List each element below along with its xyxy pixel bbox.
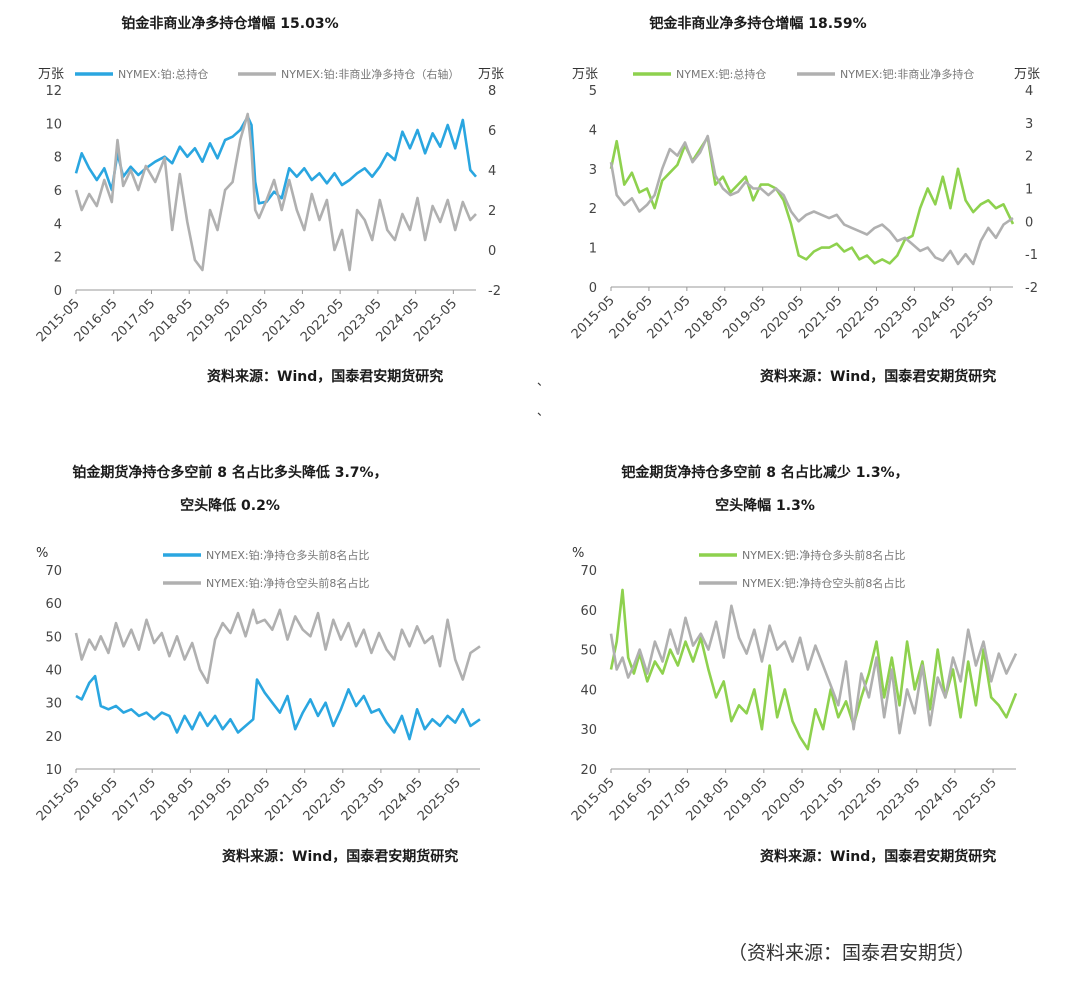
y-right-tick-label: 2 [1025,150,1033,165]
y-tick-label: 4 [589,123,597,138]
series-line-1 [75,674,481,741]
y-tick-label: 60 [580,604,597,619]
y-tick-label: 10 [45,117,62,132]
chart-subtitle: 空头降低 0.2% [180,498,280,514]
y-tick-label: 50 [45,630,62,645]
separator-mark: 、 [537,404,550,418]
y-tick-label: 20 [580,763,597,778]
legend-label: NYMEX:铂:净持仓多头前8名占比 [206,548,369,562]
legend-label: NYMEX:铂:非商业净多持仓（右轴） [281,67,459,81]
y-tick-label: 70 [580,564,597,579]
y-right-tick-label: 3 [1025,117,1033,132]
y-unit-label: 万张 [38,67,64,82]
y-right-tick-label: 0 [488,244,496,259]
y-right-tick-label: 1 [1025,183,1033,198]
series-line-2 [74,608,481,685]
y-right-tick-label: 2 [488,204,496,219]
y-right-tick-label: -2 [488,284,501,299]
y-right-tick-label: 0 [1025,215,1033,230]
chart-title: 钯金非商业净多持仓增幅 18.59% [649,16,867,32]
legend-label: NYMEX:铂:净持仓空头前8名占比 [206,576,369,590]
series-line-1 [74,115,477,205]
y-unit-label: % [572,546,584,561]
y-unit-label: % [36,546,48,561]
legend-label: NYMEX:钯:总持仓 [676,67,766,81]
y-tick-label: 30 [45,697,62,712]
y-tick-label: 0 [589,281,597,296]
separator-mark: 、 [537,374,550,388]
y-tick-label: 8 [54,151,62,166]
y-tick-label: 60 [45,597,62,612]
y-right-tick-label: -2 [1025,281,1038,296]
y-tick-label: 50 [580,644,597,659]
series-line-1 [609,588,1018,751]
y-right-tick-label: 4 [1025,84,1033,99]
series-line-1 [609,136,1015,265]
chart-title: 钯金期货净持仓多空前 8 名占比减少 1.3%， [621,465,909,481]
chart-source: 资料来源：Wind，国泰君安期货研究 [222,849,459,865]
y-tick-label: 40 [580,683,597,698]
series-line-2 [74,112,477,272]
y-tick-label: 2 [54,251,62,266]
chart-title: 铂金期货净持仓多空前 8 名占比多头降低 3.7%， [72,465,388,481]
y-right-tick-label: -1 [1025,248,1038,263]
y-tick-label: 30 [580,723,597,738]
y-right-unit-label: 万张 [1014,67,1040,82]
y-tick-label: 1 [589,242,597,257]
y-right-unit-label: 万张 [478,67,504,82]
chart-subtitle: 空头降幅 1.3% [715,498,815,514]
y-right-tick-label: 6 [488,124,496,139]
y-unit-label: 万张 [572,67,598,82]
y-tick-label: 3 [589,163,597,178]
chart-source: 资料来源：Wind，国泰君安期货研究 [207,369,444,385]
footer-source-note: （资料来源：国泰君安期货） [727,942,975,964]
series-line-2 [609,604,1018,735]
series-line-2 [609,134,1014,266]
legend-label: NYMEX:钯:非商业净多持仓 [840,67,974,81]
legend-label: NYMEX:铂:总持仓 [118,67,208,81]
y-right-tick-label: 4 [488,164,496,179]
y-right-tick-label: 8 [488,84,496,99]
y-tick-label: 5 [589,84,597,99]
legend-label: NYMEX:钯:净持仓空头前8名占比 [742,576,905,590]
chart-title: 铂金非商业净多持仓增幅 15.03% [121,16,339,32]
y-tick-label: 70 [45,564,62,579]
chart-source: 资料来源：Wind，国泰君安期货研究 [760,369,997,385]
y-tick-label: 0 [54,284,62,299]
chart-source: 资料来源：Wind，国泰君安期货研究 [760,849,997,865]
y-tick-label: 10 [45,763,62,778]
y-tick-label: 6 [54,184,62,199]
y-tick-label: 4 [54,217,62,232]
y-tick-label: 12 [45,84,62,99]
y-tick-label: 20 [45,730,62,745]
legend-label: NYMEX:钯:净持仓多头前8名占比 [742,548,905,562]
y-tick-label: 2 [589,202,597,217]
y-tick-label: 40 [45,664,62,679]
